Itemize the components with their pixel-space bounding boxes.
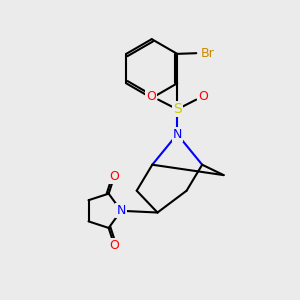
Text: O: O [110, 239, 119, 252]
Text: N: N [116, 204, 126, 217]
Text: S: S [173, 102, 182, 116]
Text: O: O [110, 170, 119, 183]
Text: Br: Br [200, 47, 214, 60]
Text: O: O [198, 90, 208, 103]
Text: N: N [172, 128, 182, 141]
Text: O: O [146, 90, 156, 103]
